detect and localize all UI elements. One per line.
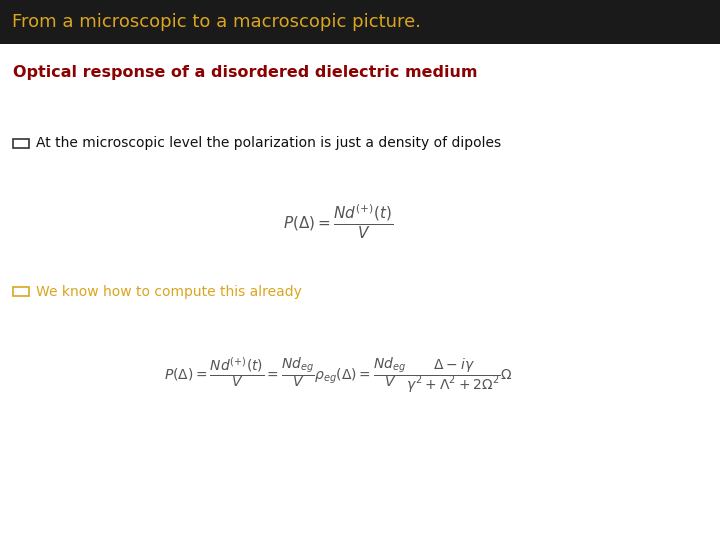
FancyBboxPatch shape: [13, 139, 29, 147]
Text: $P(\Delta) = \dfrac{Nd^{(+)}(t)}{V} = \dfrac{Nd_{eg}}{V}\rho_{eg}(\Delta) = \dfr: $P(\Delta) = \dfrac{Nd^{(+)}(t)}{V} = \d…: [164, 355, 513, 395]
Text: Optical response of a disordered dielectric medium: Optical response of a disordered dielect…: [13, 65, 477, 80]
FancyBboxPatch shape: [0, 0, 720, 44]
FancyBboxPatch shape: [13, 287, 29, 296]
Text: From a microscopic to a macroscopic picture.: From a microscopic to a macroscopic pict…: [12, 13, 420, 31]
Text: At the microscopic level the polarization is just a density of dipoles: At the microscopic level the polarizatio…: [36, 136, 501, 150]
Text: We know how to compute this already: We know how to compute this already: [36, 285, 302, 299]
Text: $P(\Delta) = \dfrac{Nd^{(+)}(t)}{V}$: $P(\Delta) = \dfrac{Nd^{(+)}(t)}{V}$: [284, 202, 393, 241]
